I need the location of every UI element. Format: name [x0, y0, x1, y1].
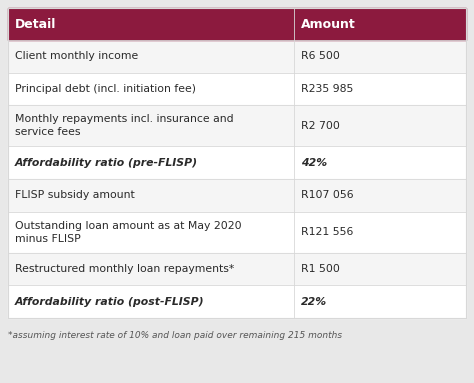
Bar [8, 146, 466, 179]
Text: FLISP subsidy amount: FLISP subsidy amount [15, 190, 135, 200]
Bar [8, 179, 466, 212]
Bar [8, 252, 466, 285]
Text: R121 556: R121 556 [301, 227, 354, 237]
Text: R6 500: R6 500 [301, 51, 340, 61]
Bar [8, 8, 466, 318]
Bar [8, 285, 466, 318]
Text: Amount: Amount [301, 18, 356, 31]
Text: Monthly repayments incl. insurance and
service fees: Monthly repayments incl. insurance and s… [15, 115, 234, 137]
Text: R1 500: R1 500 [301, 264, 340, 274]
Bar [8, 73, 466, 105]
Bar [8, 212, 466, 252]
Text: Restructured monthly loan repayments*: Restructured monthly loan repayments* [15, 264, 234, 274]
Text: Detail: Detail [15, 18, 56, 31]
Text: *assuming interest rate of 10% and loan paid over remaining 215 months: *assuming interest rate of 10% and loan … [8, 332, 342, 340]
Bar [8, 40, 466, 73]
Text: Affordability ratio (post-FLISP): Affordability ratio (post-FLISP) [15, 297, 205, 307]
Bar [8, 8, 466, 40]
Text: R107 056: R107 056 [301, 190, 354, 200]
Bar [8, 8, 466, 318]
Text: R2 700: R2 700 [301, 121, 340, 131]
Text: Principal debt (incl. initiation fee): Principal debt (incl. initiation fee) [15, 84, 196, 94]
Text: 22%: 22% [301, 297, 328, 307]
Text: R235 985: R235 985 [301, 84, 354, 94]
Text: 42%: 42% [301, 158, 328, 168]
Text: Client monthly income: Client monthly income [15, 51, 138, 61]
Text: Outstanding loan amount as at May 2020
minus FLISP: Outstanding loan amount as at May 2020 m… [15, 221, 242, 244]
Bar [8, 105, 466, 146]
Text: Affordability ratio (pre-FLISP): Affordability ratio (pre-FLISP) [15, 158, 198, 168]
